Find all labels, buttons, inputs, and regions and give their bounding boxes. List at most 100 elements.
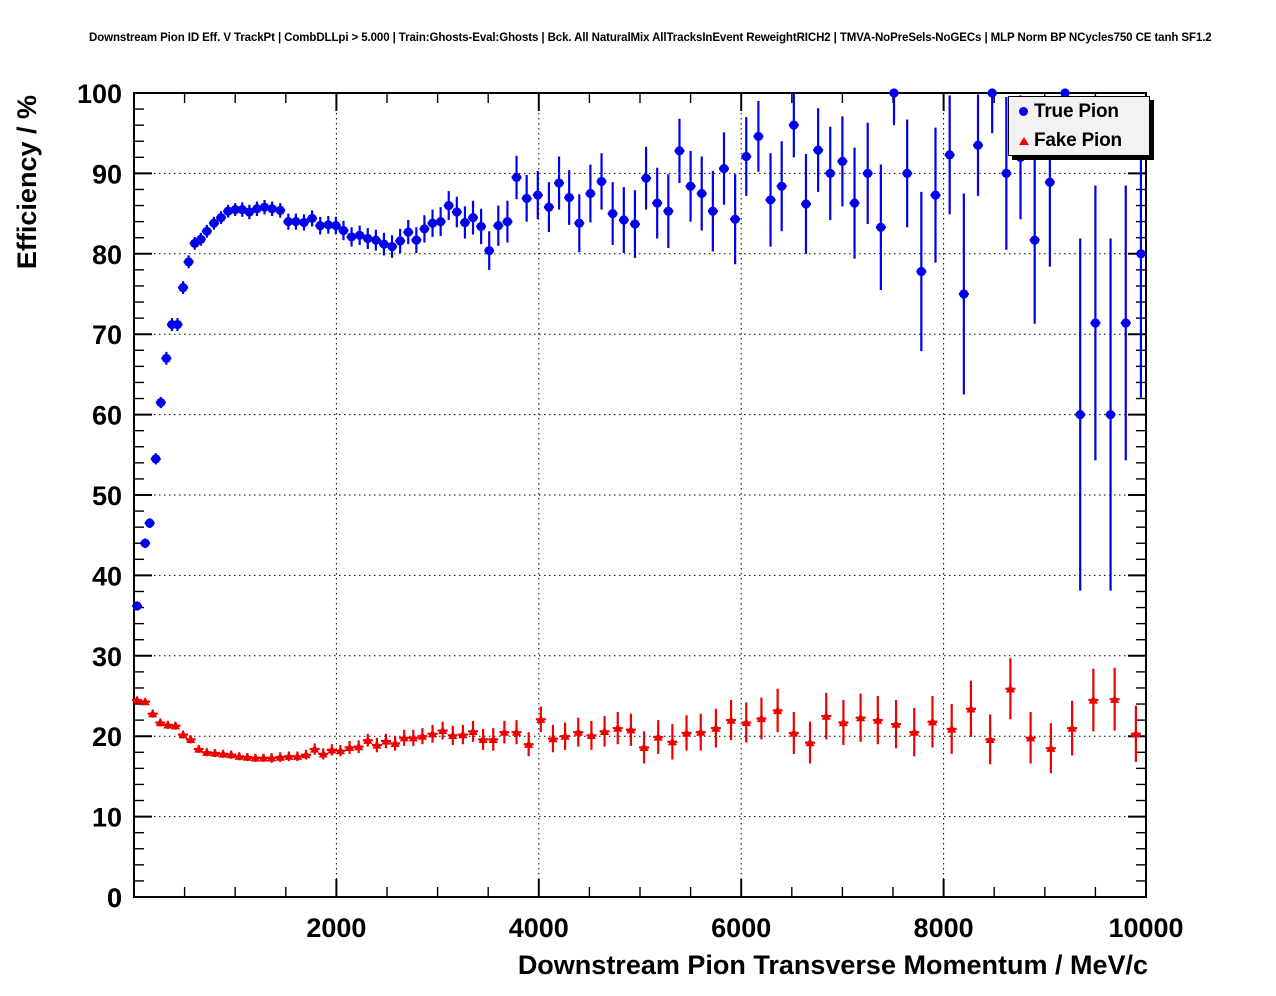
data-point [909,727,919,736]
data-point [140,538,150,548]
data-point [741,151,751,162]
series-fake-pion [132,658,1141,774]
data-point [283,217,293,227]
data-point [460,217,470,228]
data-point [891,719,901,728]
data-point [155,717,165,727]
data-point [371,235,381,245]
data-point [186,734,196,744]
data-point [499,727,509,736]
data-point [753,131,764,142]
data-point [708,206,718,216]
legend-item-fake-pion[interactable]: Fake Pion [1009,126,1149,155]
data-point [522,193,532,203]
data-point [258,753,269,762]
data-point [346,232,357,242]
data-point [145,518,155,528]
data-point [805,738,815,747]
y-tick-label: 20 [92,722,122,752]
data-point [399,733,409,742]
data-point [178,729,188,739]
data-point [801,199,811,209]
data-point [344,742,355,752]
data-point [250,753,261,762]
data-point [284,751,294,760]
data-point [652,198,662,208]
data-point [411,235,421,245]
y-tick-label: 60 [92,401,122,431]
data-point [452,207,462,217]
data-point [194,744,204,753]
data-point [626,725,636,734]
x-axis-title: Downstream Pion Transverse Momentum / Me… [518,950,1148,980]
legend-item-true-pion[interactable]: True Pion [1009,97,1149,126]
data-point [419,224,430,234]
data-point [1110,694,1120,703]
data-point [1060,88,1070,98]
data-point [560,731,570,740]
data-point [1005,684,1015,693]
data-point [244,207,254,217]
data-point [436,217,446,227]
y-tick-label: 90 [92,159,122,189]
data-point [863,168,873,178]
data-point [427,729,438,738]
grid-lines [134,92,1146,897]
data-point [1121,318,1131,328]
data-point [641,173,651,183]
data-point [444,200,454,211]
data-point [381,736,391,745]
data-point [987,88,997,98]
data-point [773,705,783,715]
chart-legend: True Pion Fake Pion [1008,96,1150,156]
data-point [216,213,226,223]
data-point [327,745,337,754]
data-point [825,168,835,178]
data-point [323,220,333,230]
y-tick-label: 10 [92,803,122,833]
data-point [275,205,285,215]
data-point [331,221,341,231]
series-true-pion [132,88,1146,611]
data-point [1075,410,1085,420]
data-point [586,730,597,739]
data-point [838,717,849,727]
data-point [726,715,736,724]
data-point [210,748,220,757]
data-point [711,723,721,732]
data-point [741,717,751,727]
x-tick-label: 6000 [711,913,771,943]
x-tick-label: 10000 [1108,913,1183,943]
data-point [613,723,623,732]
data-point [438,725,448,735]
data-point [448,730,458,739]
data-point [132,695,142,704]
data-point [837,156,848,166]
y-axis-title: Efficiency / % [12,95,42,269]
data-point [226,750,236,759]
data-point [573,727,583,736]
data-point [468,726,478,735]
data-point [140,697,150,706]
data-point [756,713,767,723]
data-point [484,245,494,256]
data-point [849,198,860,208]
data-point [511,727,522,736]
legend-label: True Pion [1034,100,1119,122]
data-point [468,213,478,223]
data-point [387,241,397,252]
data-point [667,737,677,746]
data-point [488,734,498,744]
data-point [856,713,866,722]
y-tick-label: 80 [92,240,122,270]
data-point [161,353,171,363]
data-point [873,715,883,724]
data-point [172,319,183,330]
data-point [417,731,428,740]
data-point [653,732,663,741]
data-point [196,234,206,244]
data-point [585,188,596,199]
data-point [574,218,584,228]
